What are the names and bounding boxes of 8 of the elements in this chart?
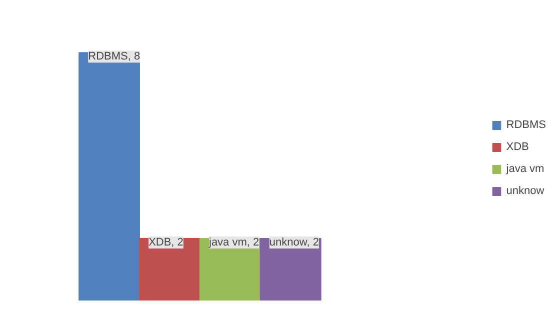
data-label: java vm, 2: [208, 236, 260, 249]
legend-label: java vm: [506, 162, 544, 174]
legend-label: XDB: [506, 140, 529, 152]
legend-label: unknow: [506, 184, 544, 196]
legend-label: RDBMS: [506, 118, 546, 130]
data-label: unknow, 2: [269, 236, 319, 249]
data-label: RDBMS, 8: [88, 50, 140, 63]
data-label: XDB, 2: [148, 236, 184, 249]
